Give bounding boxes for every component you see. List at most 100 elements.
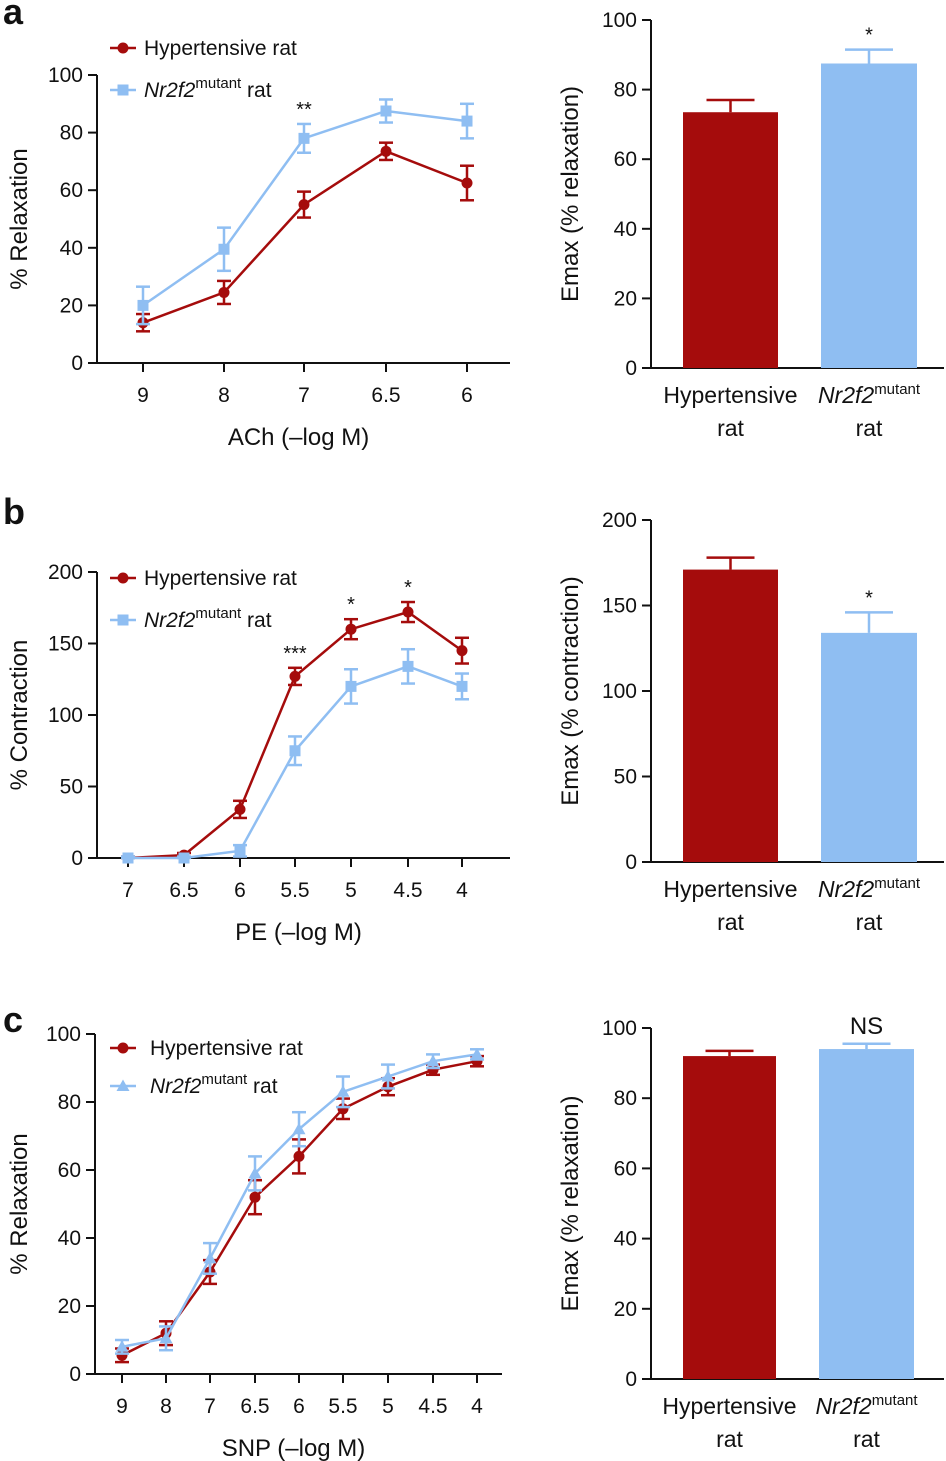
bar-mutant bbox=[821, 63, 917, 368]
bar-hypertensive bbox=[683, 569, 778, 862]
marker-square bbox=[122, 852, 134, 864]
y-tick-label: 0 bbox=[625, 1368, 637, 1391]
category-label: Hypertensive bbox=[663, 876, 797, 902]
category-label: Nr2f2mutant bbox=[815, 1392, 918, 1419]
x-axis-label: SNP (–log M) bbox=[222, 1435, 366, 1461]
legend-label: Nr2f2mutant rat bbox=[144, 75, 272, 102]
y-tick-label: 0 bbox=[625, 357, 637, 380]
marker-triangle bbox=[336, 1085, 350, 1097]
legend-item-hypertensive: Hypertensive rat bbox=[110, 37, 297, 60]
y-tick-label: 80 bbox=[614, 79, 637, 102]
y-tick-label: 20 bbox=[614, 1298, 637, 1321]
significance-marker: NS bbox=[850, 1013, 883, 1040]
legend-label: Hypertensive rat bbox=[144, 37, 297, 60]
marker-square bbox=[380, 105, 392, 117]
panel-label-a: a bbox=[3, 0, 24, 32]
x-tick-label: 6.5 bbox=[240, 1395, 269, 1418]
marker-circle bbox=[345, 623, 357, 635]
x-tick-label: 9 bbox=[116, 1395, 128, 1418]
line-chart-c-line: 0 20 40 60 80 100 9 8 7 6.5 6 5.5 5 4.5 4 SNP (–log M)%… bbox=[6, 1023, 502, 1461]
x-tick-label: 9 bbox=[137, 384, 149, 407]
x-tick-label: 5 bbox=[345, 879, 357, 902]
legend-label: Nr2f2mutant rat bbox=[150, 1071, 278, 1098]
y-axis-label: Emax (% relaxation) bbox=[557, 1095, 584, 1311]
marker-triangle bbox=[116, 1079, 130, 1091]
marker-triangle bbox=[248, 1166, 262, 1179]
marker-triangle bbox=[203, 1251, 217, 1264]
y-tick-label: 100 bbox=[602, 680, 637, 703]
series-hypertensive bbox=[136, 141, 474, 333]
marker-square bbox=[137, 299, 149, 311]
x-tick-label: 6 bbox=[234, 879, 246, 902]
marker-circle bbox=[456, 645, 468, 657]
marker-circle bbox=[293, 1150, 305, 1162]
marker-square bbox=[289, 745, 301, 757]
x-tick-label: 5 bbox=[382, 1395, 394, 1418]
significance-marker: *** bbox=[283, 643, 307, 665]
series-mutant bbox=[136, 98, 474, 326]
series-line bbox=[121, 1059, 478, 1357]
x-axis-label: PE (–log M) bbox=[235, 919, 362, 946]
x-tick-label: 6 bbox=[293, 1395, 305, 1418]
x-tick-label: 5.5 bbox=[280, 879, 309, 902]
y-tick-label: 40 bbox=[58, 1227, 81, 1250]
y-tick-label: 100 bbox=[602, 9, 637, 32]
y-tick-label: 60 bbox=[614, 148, 637, 171]
legend-label: Hypertensive rat bbox=[150, 1037, 303, 1060]
y-tick-label: 200 bbox=[48, 561, 83, 584]
series-mutant bbox=[121, 647, 469, 864]
legend-label: Hypertensive rat bbox=[144, 567, 297, 590]
significance-marker: * bbox=[865, 587, 873, 609]
bar-hypertensive bbox=[683, 112, 778, 368]
y-tick-label: 80 bbox=[614, 1087, 637, 1110]
category-label: rat bbox=[717, 415, 744, 441]
y-axis-label: Emax (% contraction) bbox=[557, 576, 584, 805]
y-tick-label: 40 bbox=[614, 1228, 637, 1251]
y-axis-label: % Relaxation bbox=[6, 148, 33, 289]
x-tick-label: 6.5 bbox=[169, 879, 198, 902]
significance-marker: ** bbox=[296, 99, 312, 121]
marker-triangle bbox=[115, 1340, 129, 1352]
y-tick-label: 20 bbox=[614, 287, 637, 310]
marker-square bbox=[117, 614, 129, 626]
category-label: rat bbox=[716, 1426, 743, 1452]
y-tick-label: 40 bbox=[614, 218, 637, 241]
marker-square bbox=[461, 115, 473, 127]
y-tick-label: 40 bbox=[60, 237, 83, 260]
bar-chart-a-bar: 0 20 40 60 80 100 Emax (% relaxation) Hypertens… bbox=[557, 9, 944, 441]
y-tick-label: 100 bbox=[48, 64, 83, 87]
y-tick-label: 0 bbox=[625, 851, 637, 874]
marker-circle bbox=[117, 1042, 129, 1054]
series-line bbox=[121, 1053, 478, 1349]
marker-triangle bbox=[292, 1122, 306, 1135]
y-tick-label: 50 bbox=[614, 766, 637, 789]
category-label: Nr2f2mutant bbox=[818, 381, 921, 408]
line-chart-b-line: 0 50 100 150 200 7 6.5 6 5.5 5 4.5 4 PE (–log M) % Co… bbox=[6, 561, 510, 946]
category-label: rat bbox=[853, 1426, 880, 1452]
legend-item-hypertensive: Hypertensive rat bbox=[110, 567, 297, 590]
y-tick-label: 80 bbox=[58, 1091, 81, 1114]
marker-square bbox=[345, 680, 357, 692]
y-tick-label: 100 bbox=[602, 1017, 637, 1040]
marker-square bbox=[298, 132, 310, 144]
legend-item-mutant: Nr2f2mutant rat bbox=[110, 605, 272, 632]
bar-chart-b-bar: 0 50 100 150 200 Emax (% contraction) Hyperten… bbox=[557, 509, 944, 935]
series-mutant bbox=[115, 1047, 484, 1355]
line-chart-a-line: 0 20 40 60 80 100 9 8 7 6.5 6 ACh (–log M) % Relaxat… bbox=[6, 37, 510, 451]
category-label: Hypertensive bbox=[662, 1393, 796, 1419]
marker-triangle bbox=[426, 1054, 440, 1067]
category-label: rat bbox=[856, 909, 883, 935]
x-axis-label: ACh (–log M) bbox=[228, 424, 369, 451]
y-tick-label: 0 bbox=[71, 352, 83, 375]
marker-circle bbox=[218, 286, 230, 298]
x-tick-label: 7 bbox=[298, 384, 310, 407]
y-axis-label: % Relaxation bbox=[6, 1133, 33, 1274]
marker-square bbox=[402, 660, 414, 672]
series-hypertensive bbox=[115, 1054, 484, 1364]
x-tick-label: 7 bbox=[204, 1395, 216, 1418]
significance-marker: * bbox=[865, 25, 873, 47]
marker-square bbox=[178, 852, 190, 864]
category-label: rat bbox=[856, 415, 883, 441]
marker-square bbox=[234, 845, 246, 857]
